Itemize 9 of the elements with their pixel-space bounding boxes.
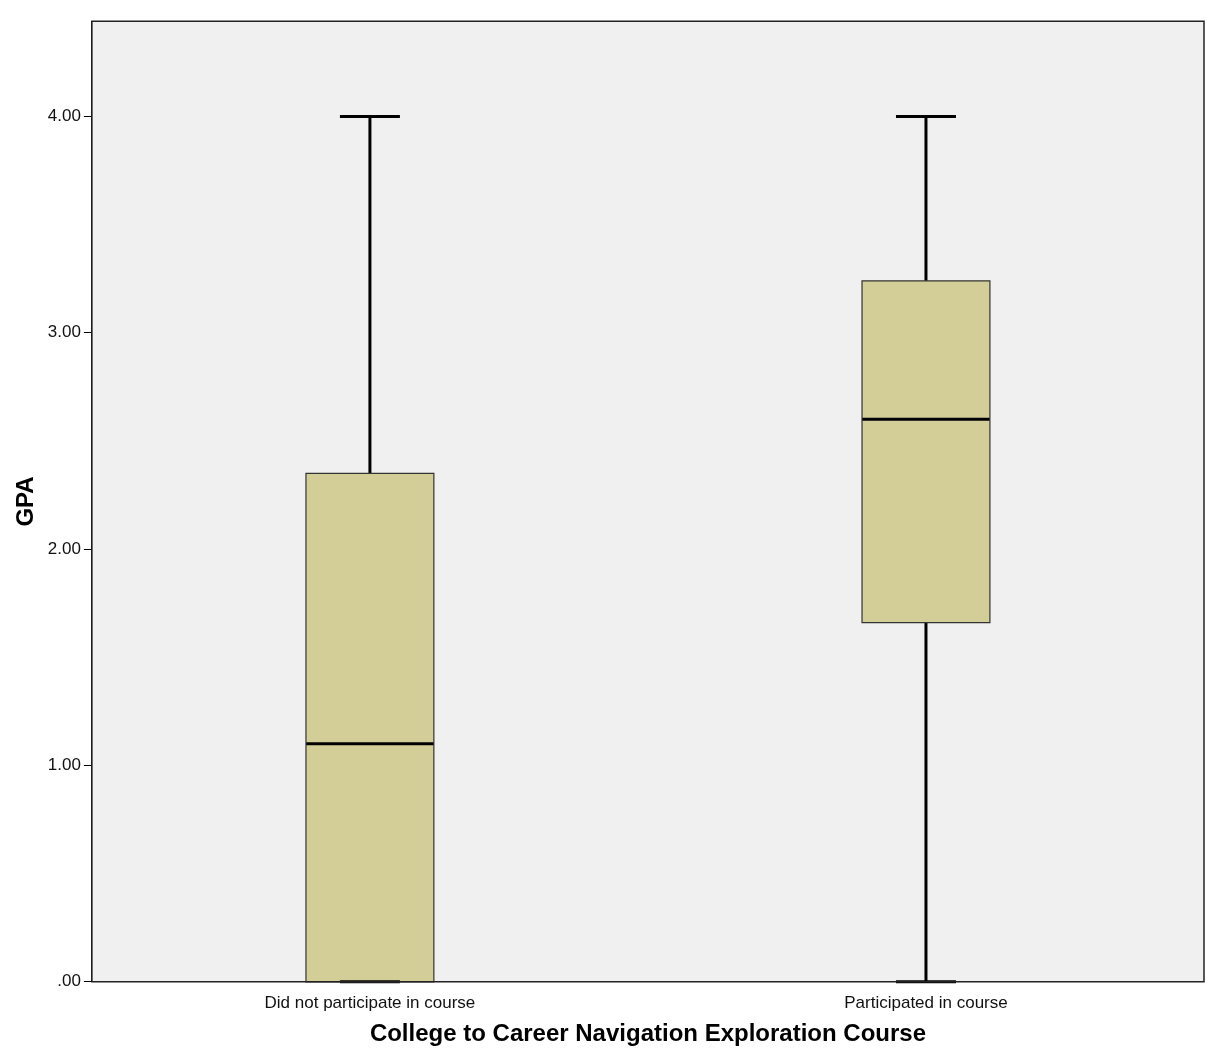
x-axis-title: College to Career Navigation Exploration Course	[369, 1019, 927, 1047]
y-tick-label: 4.00	[47, 106, 81, 126]
y-tick-label: 2.00	[47, 538, 81, 558]
y-tick-label: 1.00	[47, 755, 81, 775]
y-axis-title: GPA	[11, 476, 39, 527]
x-tick-label: Participated in course	[844, 992, 1008, 1012]
y-tick-label: 3.00	[47, 322, 81, 342]
y-tick-label: .00	[57, 971, 81, 991]
x-tick-label: Did not participate in course	[264, 992, 476, 1012]
